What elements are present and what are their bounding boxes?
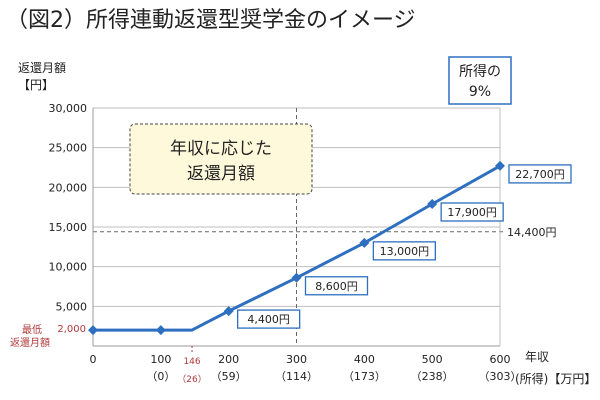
y-tick-label: 25,000	[49, 142, 88, 155]
x-axis-label-line-2: (所得)【万円】	[515, 371, 596, 386]
x-tick-label: 0	[90, 353, 97, 366]
data-point-marker	[427, 198, 438, 209]
annotation-line-1: 年収に応じた	[170, 139, 272, 159]
data-label: 17,900円	[447, 206, 497, 219]
y-axis-label-line-2: 【円】	[18, 78, 54, 92]
x-tick-label: 600	[490, 353, 511, 366]
data-point-marker	[155, 325, 166, 336]
data-point-marker	[359, 237, 370, 248]
data-label-box	[304, 276, 369, 296]
x-tick-label: 300	[286, 353, 307, 366]
y-tick-label: 30,000	[49, 102, 88, 115]
data-point-marker	[291, 272, 302, 283]
data-label-layer: 14,400円 4,400円 8,600円 13,000円 17,900円 22,700円	[237, 164, 572, 329]
axis-layer: 5,000 10,000 15,000 20,000 25,000 30,000 0 100 （…	[49, 102, 522, 385]
x-tick-sublabel: （173）	[343, 370, 386, 383]
data-point-marker	[223, 306, 234, 317]
data-label: 22,700円	[515, 168, 565, 181]
x-tick-label: 500	[422, 353, 443, 366]
threshold-tick-sublabel: （26）	[177, 374, 206, 385]
chart-title: （図2）所得連動返還型奨学金のイメージ	[6, 8, 416, 33]
minimum-repayment-label: 最低 返還月額 2,000	[10, 323, 86, 349]
x-tick-label: 400	[354, 353, 375, 366]
x-tick-sublabel: （238）	[411, 370, 454, 383]
y-axis-label: 返還月額 【円】	[18, 61, 70, 92]
data-label-box	[372, 241, 436, 261]
data-point-marker	[88, 325, 98, 336]
data-label-box	[508, 164, 572, 184]
x-tick-sublabel: （59）	[211, 370, 247, 383]
data-label: 4,400円	[247, 313, 290, 326]
data-label-box	[237, 309, 301, 329]
x-tick-label: 200	[218, 353, 239, 366]
x-tick-sublabel: （114）	[275, 370, 318, 383]
x-axis-label: 年収 (所得)【万円】	[515, 350, 596, 386]
y-tick-label: 5,000	[56, 300, 88, 313]
annotation-line-2: 返還月額	[187, 164, 255, 184]
rate-box-line-1: 所得の	[459, 63, 501, 80]
annotation-box: 年収に応じた 返還月額	[129, 123, 313, 195]
x-tick-sublabel: （0）	[146, 370, 175, 383]
data-label: 13,000円	[380, 245, 430, 258]
threshold-tick-label: 146	[183, 357, 200, 367]
y-tick-label: 15,000	[49, 221, 88, 234]
series-line	[93, 164, 501, 332]
min-label-line-1: 最低	[22, 323, 42, 336]
min-label-line-2: 返還月額	[10, 336, 50, 349]
y-tick-label: 20,000	[49, 181, 88, 194]
x-axis-label-line-1: 年収	[525, 350, 549, 364]
y-tick-label: 10,000	[49, 261, 88, 274]
reference-line-label: 14,400円	[507, 226, 557, 239]
data-label: 8,600円	[315, 280, 358, 293]
y-axis-label-line-1: 返還月額	[18, 61, 66, 75]
income-rate-box: 所得の 9%	[448, 56, 512, 105]
data-label-box	[440, 202, 504, 222]
series-layer	[88, 160, 505, 336]
x-tick-label: 100	[150, 353, 171, 366]
x-tick-sublabel: （303）	[479, 370, 522, 383]
rate-box-line-2: 9%	[469, 84, 491, 100]
data-point-marker	[495, 160, 505, 171]
min-value-label: 2,000	[57, 324, 86, 335]
